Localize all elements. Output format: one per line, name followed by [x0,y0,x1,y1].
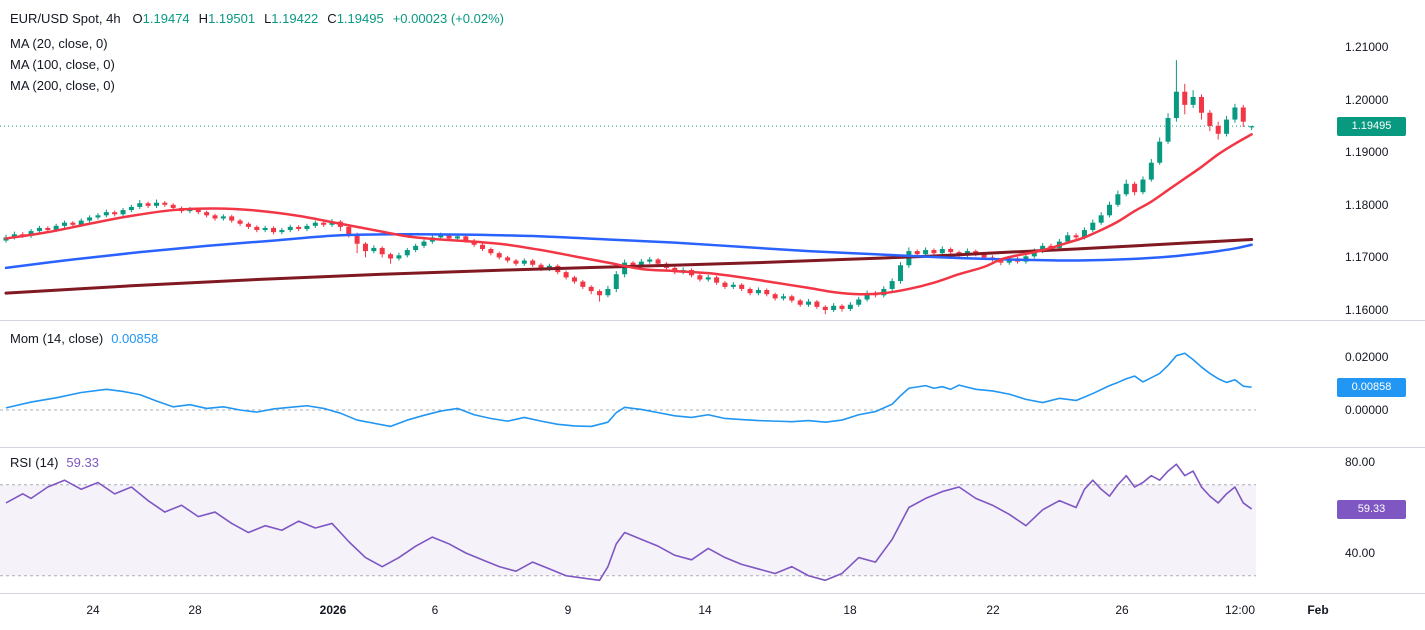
ma20-legend[interactable]: MA (20, close, 0) [10,36,108,51]
panel-separator[interactable] [0,320,1425,321]
ma100-label: MA (100, close, 0) [10,57,115,72]
symbol-title[interactable]: EUR/USD Spot, 4h [10,11,121,26]
open-label: O [132,11,143,26]
time-axis-label: 6 [431,603,439,617]
rsi-axis-label: 80.00 [1345,455,1376,469]
time-axis-label: Feb [1307,603,1329,617]
open-value: 1.19474 [142,11,190,26]
rsi-legend[interactable]: RSI (14) 59.33 [10,455,99,470]
rsi-badge: 59.33 [1337,499,1406,519]
price-axis-label: 1.16000 [1345,303,1389,317]
momentum-panel [0,352,1256,428]
time-axis-label: 24 [86,603,100,617]
time-axis-label: 12:00 [1224,603,1256,617]
symbol-legend[interactable]: EUR/USD Spot, 4h O1.19474 H1.19501 L1.19422… [10,11,504,26]
momentum-label: Mom (14, close) [10,331,104,346]
high-label: H [198,11,209,26]
low-value: 1.19422 [271,11,319,26]
current-price-badge: 1.19495 [1337,116,1406,136]
ma100-legend[interactable]: MA (100, close, 0) [10,57,115,72]
high-value: 1.19501 [208,11,256,26]
ma100-line [4,232,1253,270]
time-axis-label: 28 [188,603,202,617]
ma200-label: MA (200, close, 0) [10,78,115,93]
price-axis-label: 1.19000 [1345,145,1389,160]
change-value: +0.00023 (+0.02%) [392,11,504,26]
price-panel [0,60,1256,315]
close-value: 1.19495 [336,11,384,26]
momentum-legend[interactable]: Mom (14, close) 0.00858 [10,331,158,346]
momentum-line [5,352,1252,428]
momentum-axis-label: 0.00000 [1345,403,1389,417]
price-axis-label: 1.21000 [1345,40,1389,54]
price-axis-label: 1.20000 [1345,92,1389,107]
ma20-line [4,133,1253,296]
time-axis-label: 22 [986,603,1000,617]
close-label: C [327,11,337,26]
time-axis-label: 9 [564,603,572,617]
time-axis-label: 26 [1115,603,1129,617]
ma200-line [4,238,1254,295]
time-axis-separator [0,593,1425,594]
candles-layer [3,60,1255,315]
momentum-axis-label: 0.02000 [1345,350,1389,364]
price-axis-label: 1.17000 [1345,250,1389,265]
rsi-label: RSI (14) [10,455,59,470]
panel-separator[interactable] [0,447,1425,448]
rsi-value: 59.33 [66,455,99,470]
time-axis-label: 2026 [319,603,347,617]
rsi-line [5,463,1253,582]
price-axis-label: 1.18000 [1345,197,1389,212]
momentum-badge: 0.00858 [1337,377,1406,397]
rsi-axis-label: 40.00 [1345,546,1376,560]
time-axis-label: 14 [698,603,712,617]
momentum-value: 0.00858 [111,331,159,346]
ma20-label: MA (20, close, 0) [10,36,108,51]
rsi-panel [0,463,1256,582]
low-label: L [264,11,272,26]
rsi-band [0,484,1256,576]
time-axis-label: 18 [843,603,857,617]
ma200-legend[interactable]: MA (200, close, 0) [10,78,115,93]
